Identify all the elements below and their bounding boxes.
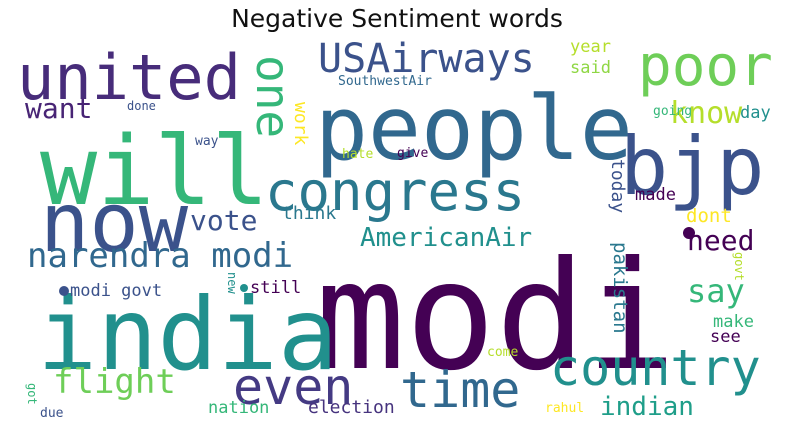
word-now: now xyxy=(40,176,189,271)
word-southwestair: SouthwestAir xyxy=(338,74,432,89)
word-year: year xyxy=(570,37,611,57)
word-one: one xyxy=(246,55,300,139)
word-said: said xyxy=(570,58,611,78)
word-govt: govt xyxy=(732,252,746,281)
word-modi-govt: modi govt xyxy=(70,281,163,301)
word-pakistan: pakistan xyxy=(609,242,631,334)
word-done: done xyxy=(127,99,156,113)
word-want: want xyxy=(25,92,93,125)
word-vote: vote xyxy=(190,204,258,237)
word-know: know xyxy=(670,96,743,131)
word-make: make xyxy=(713,312,754,332)
word-think: think xyxy=(282,203,337,224)
word-new: new xyxy=(225,272,239,294)
word-americanair: AmericanAir xyxy=(360,223,533,253)
word-today: today xyxy=(607,159,628,214)
word-come: come xyxy=(487,345,519,360)
word-people: people xyxy=(315,77,633,180)
word-rahul: rahul xyxy=(545,401,585,416)
word-due: due xyxy=(40,406,64,421)
word-give: give xyxy=(397,146,429,161)
word-even: even xyxy=(233,358,354,416)
word-will: will xyxy=(40,117,269,227)
word-still: still xyxy=(250,278,302,298)
word-got: got xyxy=(25,383,39,405)
word-see: see xyxy=(710,327,741,347)
word-need: need xyxy=(687,224,755,257)
word-election: election xyxy=(308,397,395,418)
word-congress: congress xyxy=(265,160,526,223)
word-cloud: modi people india will now bjp united co… xyxy=(15,37,780,422)
dot-mark xyxy=(59,286,69,296)
word-time: time xyxy=(400,361,521,419)
word-nation: nation xyxy=(208,398,270,418)
word-hate: hate xyxy=(342,147,374,162)
dot-mark xyxy=(683,227,695,239)
word-narendra-modi: narendra modi xyxy=(27,236,294,276)
page-title: Negative Sentiment words xyxy=(231,4,563,33)
word-day: day xyxy=(740,103,771,123)
word-indian: indian xyxy=(600,392,694,422)
word-bjp: bjp xyxy=(620,120,765,213)
word-united: united xyxy=(17,41,241,114)
word-india: india xyxy=(37,276,339,393)
word-say: say xyxy=(687,272,745,310)
word-made: made xyxy=(635,185,676,205)
word-way: way xyxy=(195,134,219,149)
word-dont: dont xyxy=(686,205,732,227)
word-modi: modi xyxy=(315,230,677,404)
word-work: work xyxy=(290,102,311,146)
word-going: going xyxy=(653,104,693,119)
word-flight: flight xyxy=(53,362,176,402)
word-usairways: USAirways xyxy=(318,37,535,82)
word-poor: poor xyxy=(638,37,773,99)
dot-mark xyxy=(240,284,248,292)
word-country: country xyxy=(550,339,761,397)
